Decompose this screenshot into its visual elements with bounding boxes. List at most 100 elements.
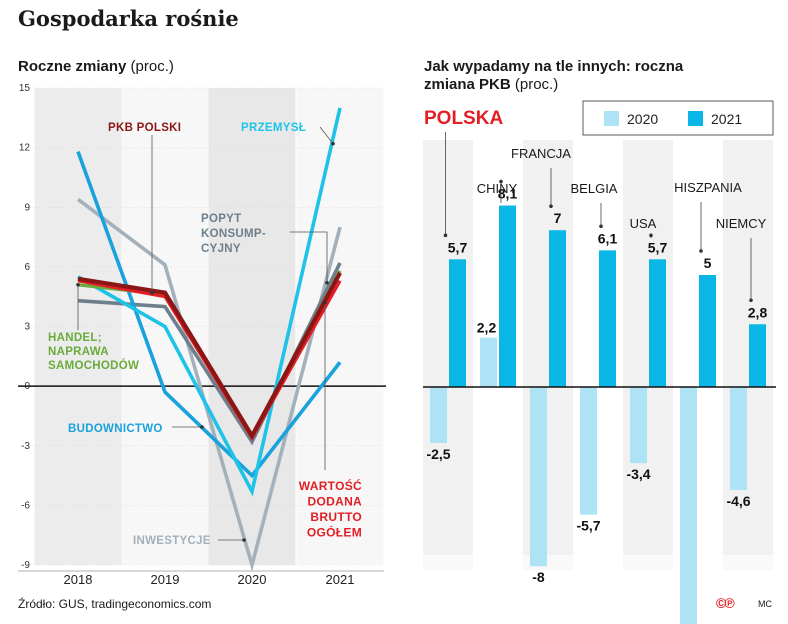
category-label-francja: FRANCJA bbox=[511, 146, 571, 161]
series-label-wartosc: OGÓŁEM bbox=[307, 525, 362, 540]
right-chart-subtitle-line1: Jak wypadamy na tle innych: roczna bbox=[424, 58, 684, 75]
y-tick-label: -9 bbox=[21, 560, 30, 571]
series-label-popyt: POPYT bbox=[201, 213, 241, 225]
y-tick-label: 3 bbox=[24, 322, 30, 333]
category-leader-dot-polska bbox=[443, 233, 448, 238]
series-label-handel: HANDEL; bbox=[48, 332, 102, 344]
series-label-popyt: CYJNY bbox=[201, 243, 241, 255]
x-tick-label-2021: 2021 bbox=[326, 572, 355, 587]
y-tick-label: 9 bbox=[24, 202, 30, 213]
right-chart-subtitle-line2: zmiana PKB bbox=[424, 76, 511, 93]
leader-dot-popyt bbox=[325, 280, 329, 285]
series-label-budownictwo: BUDOWNICTWO bbox=[68, 423, 163, 435]
series-line-przemysl bbox=[77, 107, 342, 497]
category-label-usa: USA bbox=[630, 216, 657, 231]
right-chart-title: Jak wypadamy na tle innych: roczna zmian… bbox=[424, 58, 683, 94]
category-label-belgia: BELGIA bbox=[571, 181, 618, 196]
legend: 2020 2021 bbox=[582, 100, 774, 136]
x-tick-label-2019: 2019 bbox=[151, 572, 180, 587]
page-title: Gospodarka rośnie bbox=[18, 6, 239, 31]
legend-swatch-2020 bbox=[604, 111, 619, 126]
bar-2020-polska bbox=[430, 387, 447, 443]
series-label-przemysl: PRZEMYSŁ bbox=[241, 122, 306, 134]
category-label-hiszpania: HISZPANIA bbox=[674, 180, 742, 195]
bar-2021-belgia bbox=[599, 250, 616, 387]
x-tick-label-2018: 2018 bbox=[64, 572, 93, 587]
series-label-wartosc: DODANA bbox=[308, 495, 362, 509]
leader-dot-przemysl bbox=[331, 141, 335, 146]
bar-2020-chiny bbox=[480, 337, 497, 387]
value-label-2020-niemcy: -4,6 bbox=[726, 493, 750, 509]
leader-dot-budownictwo bbox=[200, 425, 204, 429]
leader-line-przemysl bbox=[319, 126, 334, 144]
bar-2020-francja bbox=[530, 387, 547, 567]
bar-2020-niemcy bbox=[730, 387, 747, 491]
series-label-handel: SAMOCHODÓW bbox=[48, 359, 139, 372]
value-label-2020-chiny: 2,2 bbox=[477, 320, 497, 336]
leader-dot-wartosc bbox=[323, 300, 327, 305]
leader-line-popyt bbox=[290, 231, 328, 283]
right-chart-unit: (proc.) bbox=[514, 76, 559, 93]
bar-2021-francja bbox=[549, 230, 566, 387]
series-label-handel: NAPRAWA bbox=[48, 346, 109, 358]
value-label-2020-usa: -3,4 bbox=[626, 466, 650, 482]
bar-2020-usa bbox=[630, 387, 647, 464]
value-label-2021-hiszpania: 5 bbox=[704, 255, 712, 271]
series-label-pkb: PKB POLSKI bbox=[108, 122, 181, 134]
y-tick-label: -6 bbox=[21, 500, 30, 511]
series-line-pkb bbox=[77, 271, 342, 441]
series-line-inwestycje bbox=[76, 197, 342, 572]
category-label-chiny: CHINY bbox=[477, 181, 518, 196]
category-leader-dot-niemcy bbox=[749, 298, 753, 303]
legend-label-2021: 2021 bbox=[711, 111, 742, 127]
y-tick-label: 6 bbox=[24, 262, 30, 273]
value-label-2021-chiny: 8,1 bbox=[498, 186, 518, 202]
left-chart-unit: (proc.) bbox=[130, 58, 174, 75]
bar-2021-usa bbox=[649, 259, 666, 387]
series-label-wartosc: BRUTTO bbox=[310, 510, 362, 524]
value-label-2020-belgia: -5,7 bbox=[576, 518, 600, 534]
series-label-popyt: KONSUMP- bbox=[201, 228, 266, 240]
bar-2021-hiszpania bbox=[699, 275, 716, 387]
value-label-2021-francja: 7 bbox=[554, 210, 562, 226]
value-label-2021-usa: 5,7 bbox=[648, 239, 668, 255]
x-tick-label-2020: 2020 bbox=[238, 572, 267, 587]
series-label-inwestycje: INWESTYCJE bbox=[133, 535, 211, 547]
category-leader-dot-belgia bbox=[599, 224, 603, 229]
y-tick-label: -3 bbox=[21, 441, 30, 452]
bar-2021-niemcy bbox=[749, 324, 766, 387]
bar-2021-chiny bbox=[499, 205, 516, 387]
category-leader-dot-hiszpania bbox=[699, 249, 703, 253]
leader-dot-inwestycje bbox=[242, 538, 246, 542]
y-tick-label: 12 bbox=[19, 143, 31, 154]
series-label-wartosc: WARTOŚĆ bbox=[299, 478, 362, 493]
series-line-budownictwo bbox=[76, 150, 342, 479]
bar-2020-hiszpania bbox=[680, 387, 697, 624]
y-tick-label: 15 bbox=[19, 83, 31, 94]
bar-2020-belgia bbox=[580, 387, 597, 515]
category-leader-dot-usa bbox=[649, 233, 653, 238]
value-label-2020-polska: -2,5 bbox=[426, 446, 450, 462]
value-label-2021-niemcy: 2,8 bbox=[748, 304, 768, 320]
leader-dot-pkb bbox=[150, 290, 154, 295]
left-chart-title: Roczne zmiany (proc.) bbox=[18, 58, 174, 76]
legend-label-2020: 2020 bbox=[627, 111, 658, 127]
value-label-2021-polska: 5,7 bbox=[448, 239, 468, 255]
category-label-polska: POLSKA bbox=[424, 108, 503, 129]
bar-2021-polska bbox=[449, 259, 466, 387]
copyright-icon: ©℗ bbox=[716, 595, 735, 611]
category-leader-dot-francja bbox=[549, 204, 553, 208]
band-fade bbox=[423, 555, 773, 575]
source-note: Źródło: GUS, tradingeconomics.com bbox=[18, 597, 212, 611]
legend-swatch-2021 bbox=[688, 111, 703, 126]
category-leader-dot-chiny bbox=[499, 179, 503, 184]
value-label-2020-francja: -8 bbox=[532, 569, 545, 585]
category-label-niemcy: NIEMCY bbox=[716, 216, 767, 231]
left-chart-subtitle: Roczne zmiany bbox=[18, 58, 127, 75]
value-label-2021-belgia: 6,1 bbox=[598, 230, 618, 246]
author-initials: MC bbox=[758, 599, 772, 609]
leader-dot-handel bbox=[76, 282, 80, 287]
